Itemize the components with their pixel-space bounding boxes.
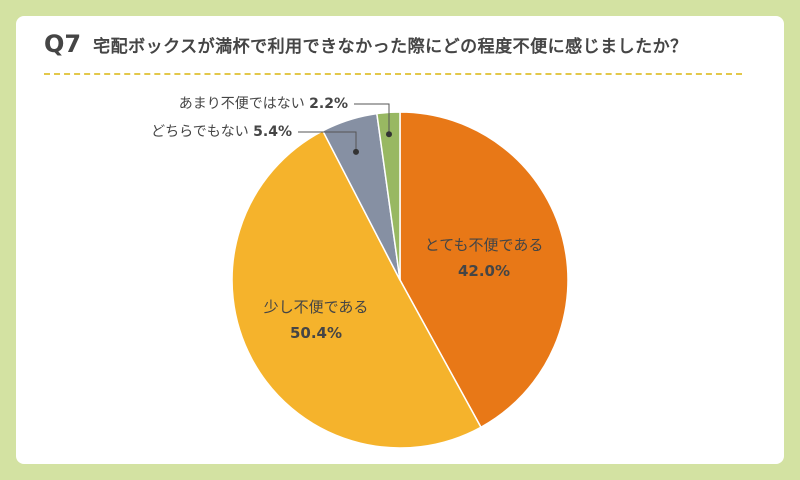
slice-1-label: とても不便である [425, 236, 544, 254]
slice-2-value: 50.4% [290, 324, 342, 342]
pie-slices [231, 111, 569, 449]
question-header: Q7 宅配ボックスが満杯で利用できなかった際にどの程度不便に感じましたか？ [44, 30, 688, 58]
slice-3-leader-line [298, 131, 357, 152]
pie-labels: とても不便である 42.0% 少し不便である 50.4% どちらでもない 5.4% あまり… [151, 96, 543, 342]
slice-4 [376, 111, 401, 281]
slice-2-label: 少し不便である [264, 298, 369, 316]
slice-1-value: 42.0% [458, 262, 510, 280]
question-title: 宅配ボックスが満杯で利用できなかった際にどの程度不便に感じましたか？ [93, 37, 688, 57]
question-number: Q7 [44, 30, 82, 58]
slice-3-label: どちらでもない 5.4% [151, 124, 292, 140]
title-divider [44, 73, 742, 75]
slice-4-leader-dot [386, 131, 392, 138]
slice-2 [231, 129, 482, 449]
slice-4-leader-line [354, 103, 390, 135]
slice-1 [399, 111, 569, 429]
slice-4-label: あまり不便ではない 2.2% [179, 96, 348, 112]
slice-3-leader-dot [353, 148, 359, 155]
